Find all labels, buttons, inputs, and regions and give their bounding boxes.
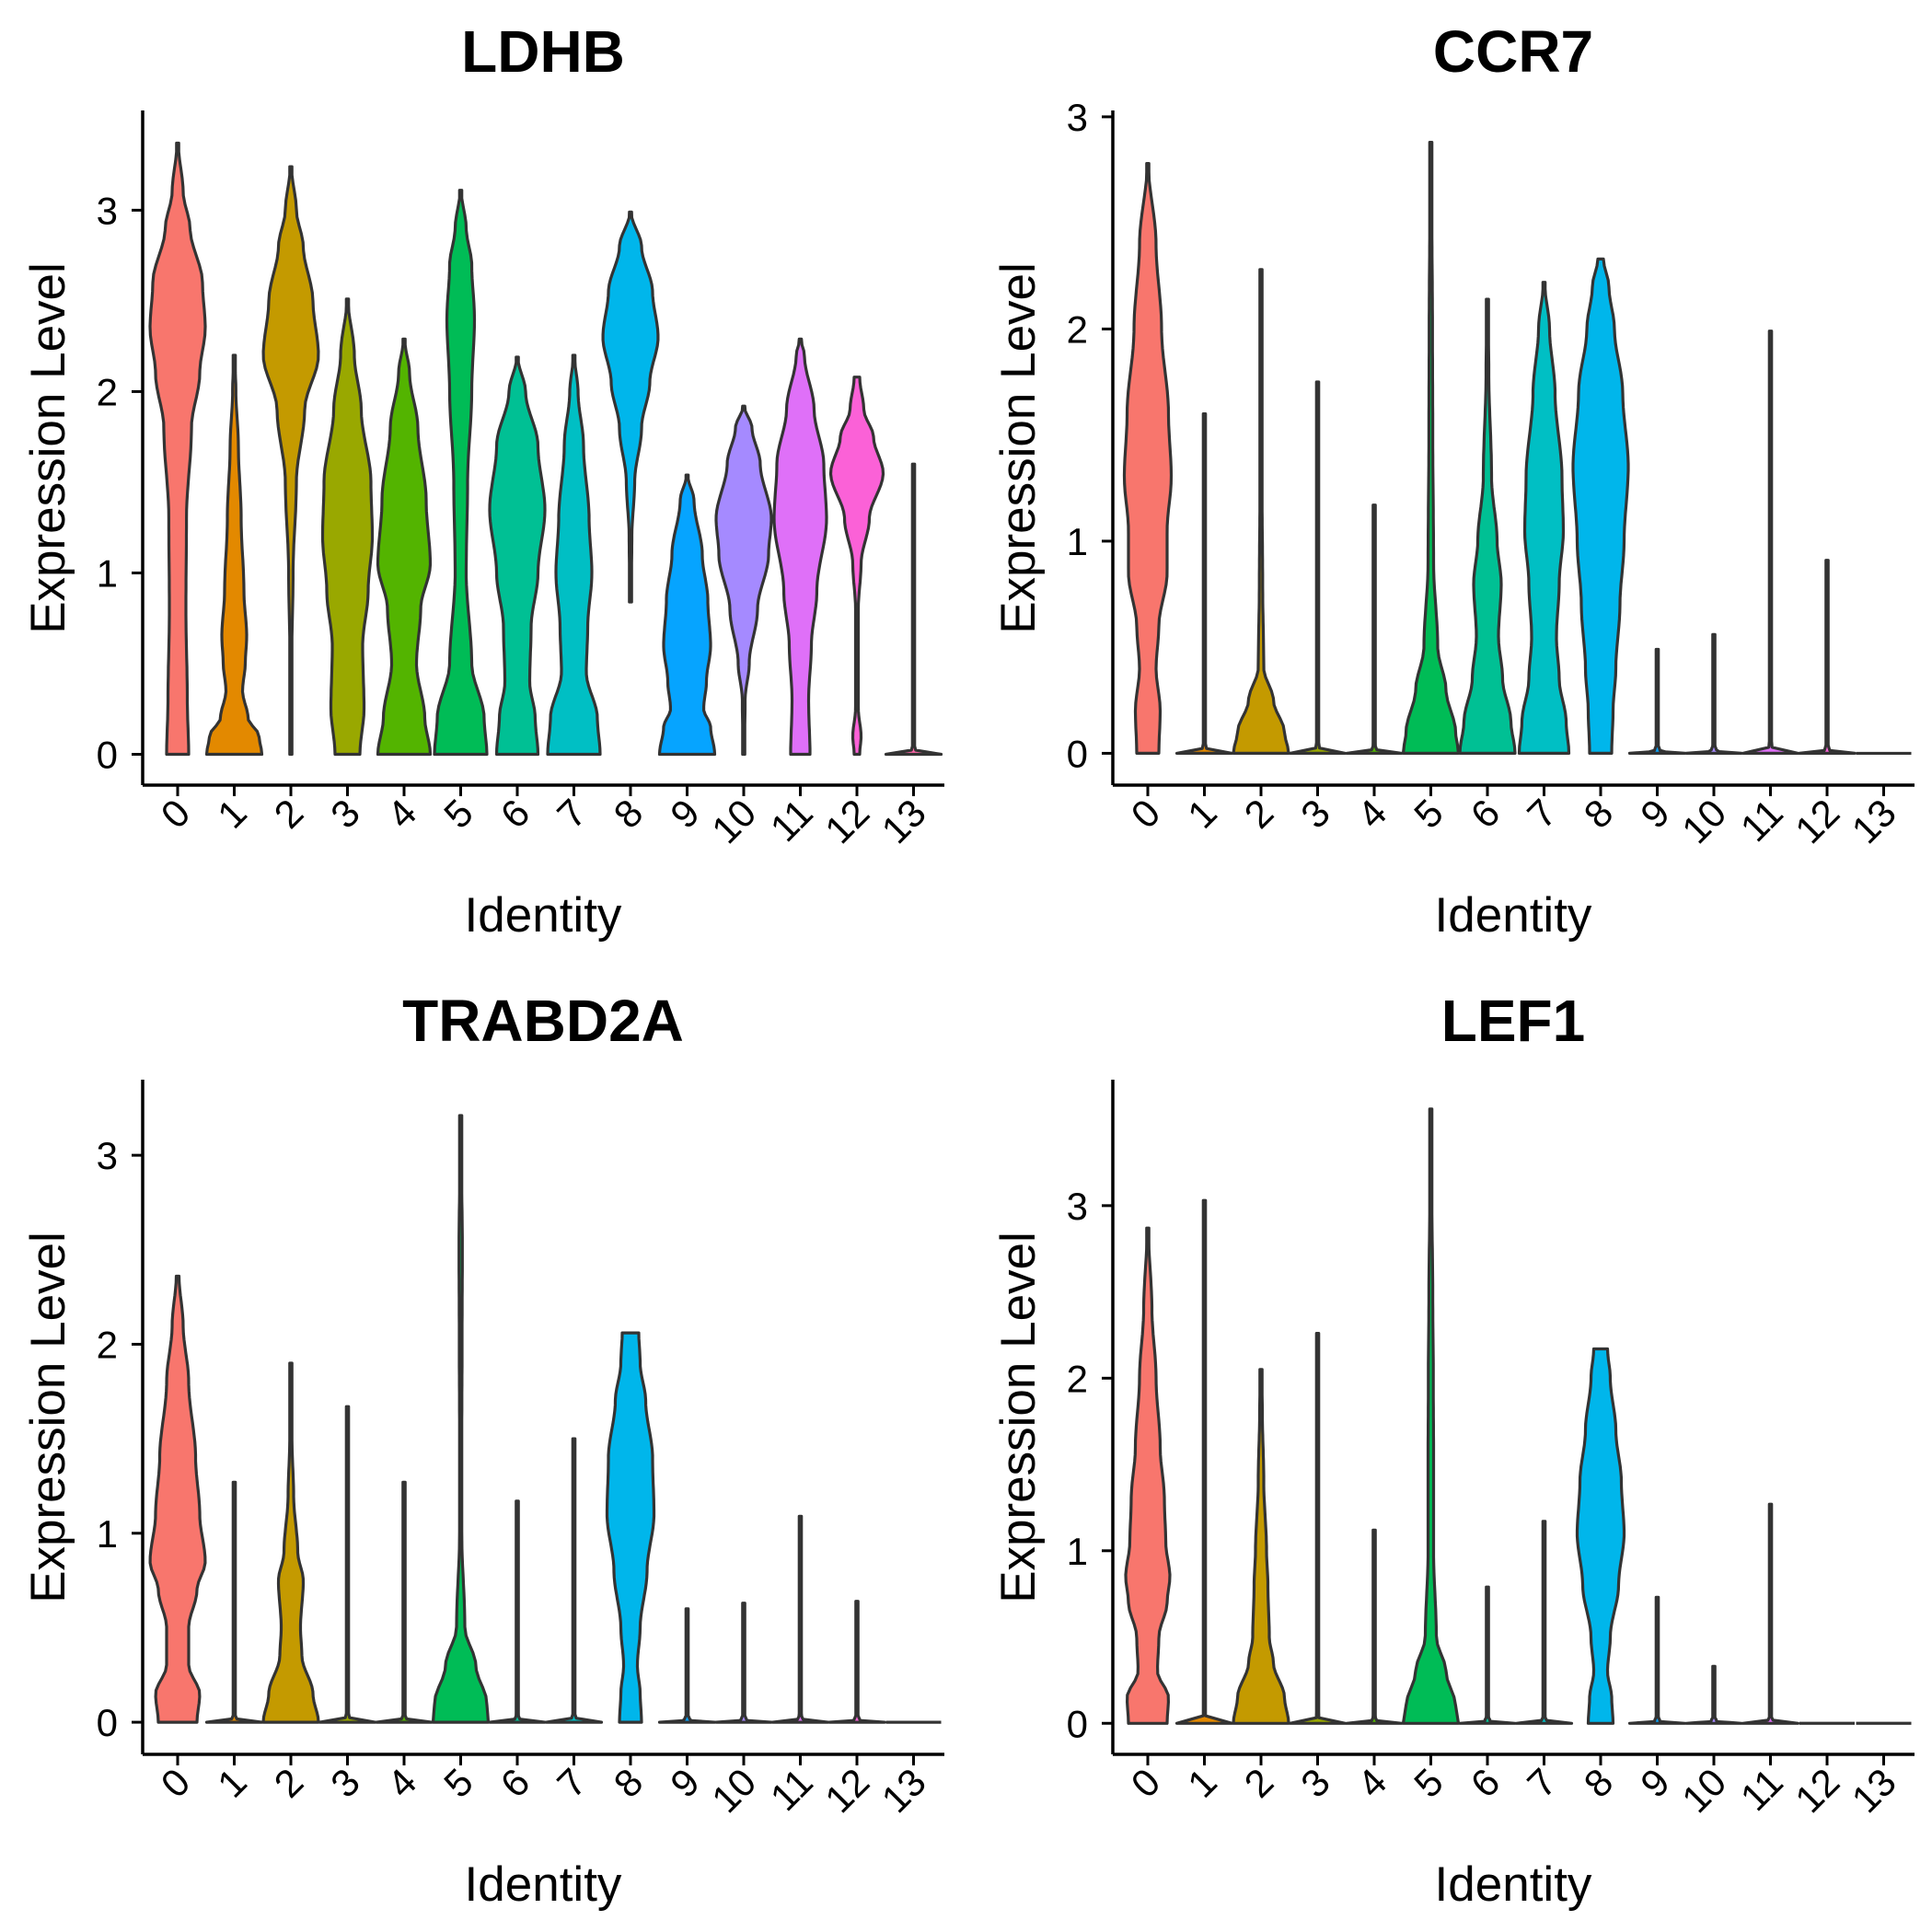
panel-title: LEF1 — [1441, 988, 1585, 1054]
violin-cluster-11 — [772, 337, 828, 757]
violin-cluster-5 — [431, 1114, 491, 1724]
violin-cluster-5 — [1401, 141, 1461, 755]
panel-title: TRABD2A — [402, 988, 684, 1054]
violin-cluster-3 — [320, 297, 375, 757]
y-tick-label: 3 — [97, 189, 118, 232]
y-tick-label: 1 — [1067, 1530, 1088, 1573]
violin-cluster-13 — [884, 462, 943, 757]
violin-cluster-7 — [546, 353, 602, 757]
violin-cluster-0 — [1124, 1226, 1172, 1725]
panel-title: CCR7 — [1433, 18, 1593, 85]
y-tick-label: 0 — [97, 1701, 118, 1744]
y-ticks: 0 1 2 3 — [97, 189, 143, 777]
y-tick-label: 2 — [1067, 307, 1088, 351]
y-tick-label: 3 — [1067, 1185, 1088, 1228]
violin-cluster-3 — [318, 1405, 377, 1724]
y-ticks: 0 1 2 3 — [97, 1134, 143, 1744]
violin-cluster-0 — [148, 1274, 207, 1724]
y-axis-title: Expression Level — [991, 262, 1046, 634]
violin-cluster-1 — [1174, 1198, 1234, 1725]
violin-cluster-4 — [375, 1480, 434, 1724]
violin-cluster-2 — [261, 165, 320, 757]
violin-cluster-10 — [1684, 1664, 1743, 1725]
violin-cluster-5 — [1401, 1107, 1461, 1725]
panel-title: LDHB — [461, 18, 625, 85]
violin-cluster-7 — [544, 1437, 604, 1724]
violin-cluster-2 — [1232, 1368, 1290, 1725]
violin-cluster-4 — [1345, 1528, 1404, 1725]
violin-cluster-6 — [1458, 297, 1517, 755]
violin-cluster-8 — [601, 210, 660, 604]
violins — [1122, 141, 1912, 756]
violin-cluster-6 — [488, 355, 547, 757]
violin-cluster-8 — [605, 1331, 656, 1724]
y-tick-label: 2 — [1067, 1357, 1088, 1400]
y-axis-title: Expression Level — [21, 262, 75, 634]
violin-cluster-11 — [770, 1514, 830, 1724]
violin-cluster-12 — [827, 1600, 886, 1724]
violin-cluster-1 — [204, 1480, 264, 1724]
violin-cluster-0 — [1122, 162, 1174, 755]
violin-cluster-11 — [1741, 330, 1800, 755]
y-tick-label: 3 — [1067, 96, 1088, 139]
violin-cluster-2 — [261, 1361, 320, 1724]
violin-cluster-9 — [1627, 647, 1687, 755]
violin-cluster-1 — [204, 353, 264, 757]
violin-cluster-4 — [376, 337, 433, 757]
y-tick-label: 3 — [97, 1134, 118, 1177]
y-axis-title: Expression Level — [21, 1232, 75, 1603]
violin-cluster-9 — [1627, 1595, 1687, 1725]
x-axis-title: Identity — [465, 1857, 622, 1912]
x-axis-title: Identity — [1435, 1857, 1592, 1912]
violins — [1124, 1107, 1912, 1725]
violin-cluster-6 — [488, 1499, 547, 1724]
y-tick-label: 0 — [1067, 732, 1088, 775]
x-axis-title: Identity — [465, 888, 622, 943]
y-tick-label: 1 — [1067, 520, 1088, 563]
violin-cluster-0 — [148, 141, 207, 757]
violin-cluster-5 — [433, 189, 489, 757]
violin-cluster-10 — [714, 404, 773, 757]
x-axis-title: Identity — [1435, 888, 1592, 943]
violin-cluster-3 — [1288, 1332, 1348, 1725]
violin-cluster-7 — [1514, 1520, 1574, 1725]
violin-cluster-3 — [1288, 380, 1348, 755]
violin-cluster-10 — [714, 1602, 773, 1724]
violin-cluster-8 — [1571, 257, 1630, 755]
y-tick-label: 0 — [1067, 1702, 1088, 1745]
violin-cluster-12 — [828, 376, 885, 757]
violin-cluster-12 — [1798, 559, 1857, 755]
y-tick-label: 2 — [97, 1323, 118, 1366]
violins — [148, 141, 943, 757]
y-tick-label: 0 — [97, 734, 118, 777]
y-ticks: 0 1 2 3 — [1067, 1185, 1113, 1745]
violin-cluster-7 — [1517, 281, 1571, 755]
violin-cluster-8 — [1575, 1347, 1626, 1725]
violin-cluster-4 — [1345, 503, 1404, 755]
violin-cluster-11 — [1741, 1502, 1800, 1725]
y-axis-title: Expression Level — [991, 1232, 1046, 1603]
violin-cluster-6 — [1458, 1585, 1517, 1725]
y-tick-label: 1 — [97, 1512, 118, 1556]
violin-cluster-9 — [657, 1607, 717, 1724]
y-ticks: 0 1 2 3 — [1067, 96, 1113, 775]
y-tick-label: 2 — [97, 370, 118, 413]
violins — [148, 1114, 942, 1724]
violin-cluster-1 — [1174, 412, 1234, 755]
violin-cluster-9 — [657, 473, 717, 757]
y-tick-label: 1 — [97, 551, 118, 595]
violin-cluster-10 — [1684, 632, 1743, 755]
violin-cluster-2 — [1232, 268, 1290, 755]
